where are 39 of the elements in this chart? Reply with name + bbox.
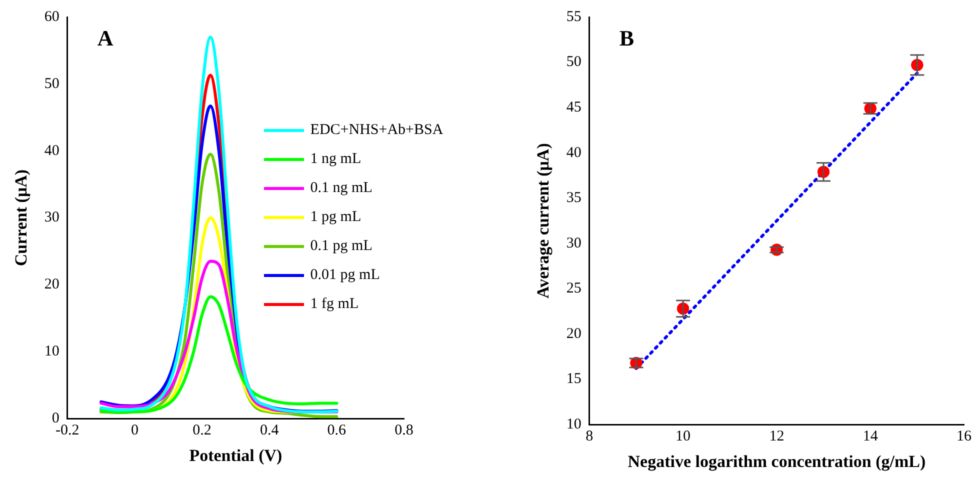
x-tick-label: 0.4 — [260, 422, 280, 439]
y-tick-label: 20 — [566, 326, 582, 342]
y-tick-label: 15 — [566, 371, 582, 388]
x-tick-label: 16 — [956, 428, 972, 445]
x-axis-title: Potential (V) — [189, 446, 282, 466]
x-tick-label: 14 — [862, 428, 878, 445]
y-tick-label: 30 — [44, 210, 60, 226]
legend-label: 1 ng mL — [310, 151, 362, 168]
legend-label: 0.01 pg mL — [310, 267, 380, 284]
x-tick-label: 0.2 — [192, 422, 212, 439]
legend-label: 1 fg mL — [310, 296, 359, 314]
y-tick-label: 50 — [566, 54, 582, 70]
y-axis-title: Current (μA) — [12, 169, 31, 266]
legend-label: EDC+NHS+Ab+BSA — [310, 122, 444, 140]
y-tick-label: 55 — [566, 8, 582, 25]
legend-label: 0.1 pg mL — [310, 238, 372, 256]
x-axis-title: Negative logarithm concentration (g/mL) — [628, 452, 926, 472]
annotation: A — [97, 26, 114, 51]
line-series — [100, 295, 338, 414]
x-tick-label: 0.6 — [327, 422, 347, 439]
x-tick-label: 8 — [586, 428, 594, 445]
legend-label: 1 pg mL — [310, 209, 362, 226]
x-tick-label: 0 — [130, 422, 138, 439]
y-tick-label: 40 — [44, 142, 60, 159]
legend-label: 0.1 ng mL — [310, 180, 372, 198]
x-tick-label: 0.8 — [394, 422, 414, 439]
x-tick-label: 12 — [769, 428, 784, 445]
y-tick-label: 35 — [566, 190, 582, 206]
y-tick-label: 45 — [566, 100, 582, 116]
annotation: B — [619, 26, 634, 51]
y-tick-label: 40 — [566, 144, 582, 161]
y-tick-label: 25 — [566, 280, 582, 297]
y-tick-label: 20 — [44, 276, 60, 293]
y-tick-label: 30 — [566, 235, 582, 252]
y-tick-label: 50 — [44, 76, 60, 92]
y-tick-label: 60 — [44, 8, 60, 25]
x-tick-label: 10 — [676, 428, 691, 445]
y-axis-title: Average current (μA) — [534, 143, 553, 298]
y-tick-label: 10 — [44, 344, 60, 360]
